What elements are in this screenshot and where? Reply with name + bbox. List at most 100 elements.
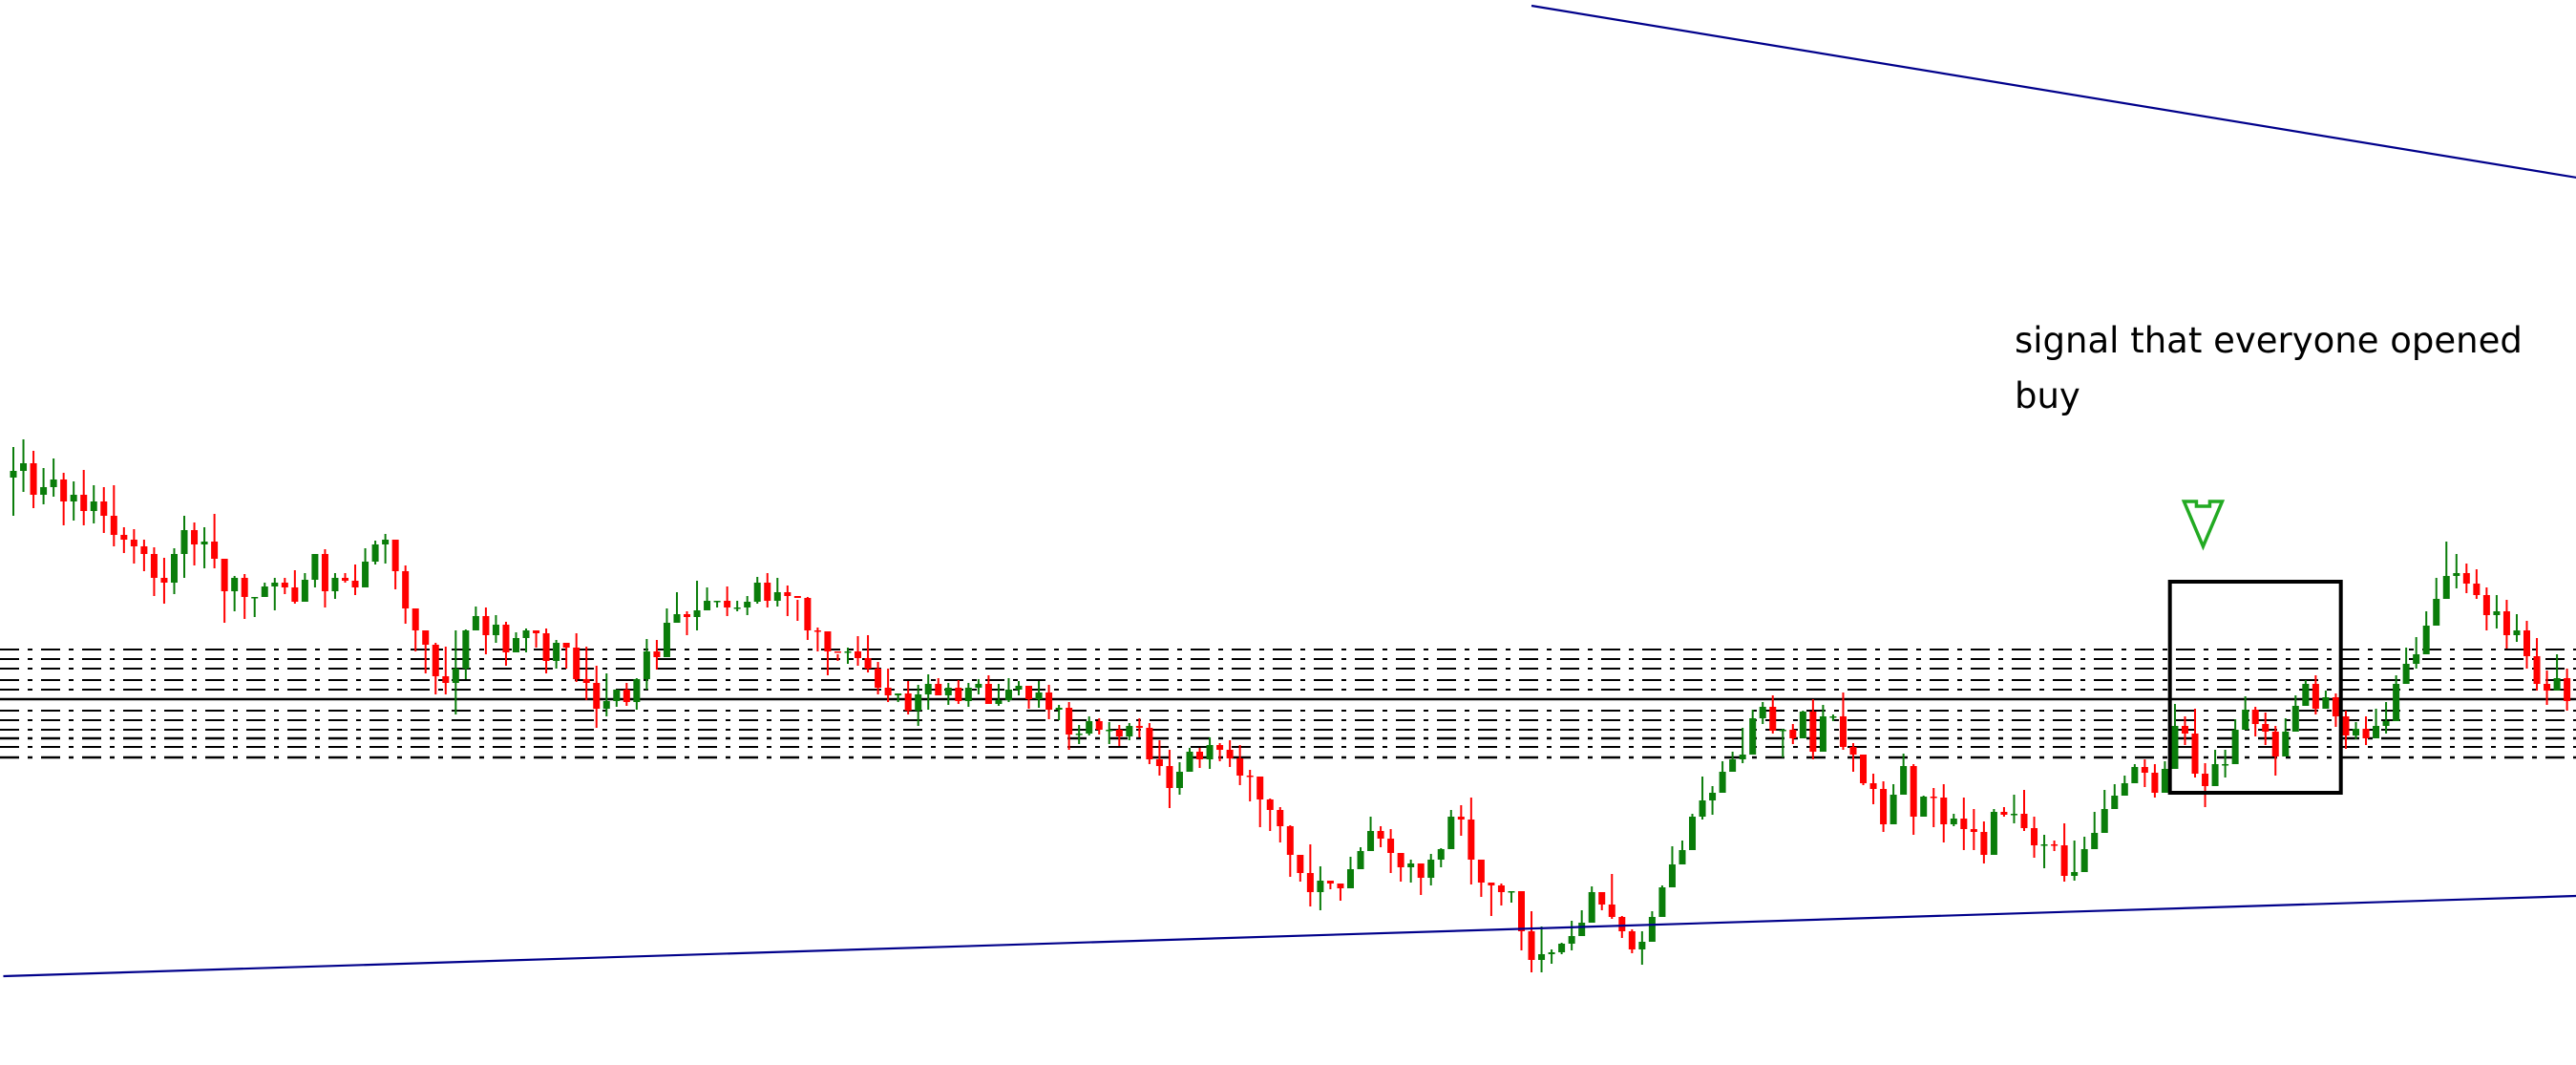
candle-body	[211, 542, 219, 559]
candle-body	[2181, 726, 2188, 734]
candle-body	[1015, 686, 1023, 690]
candle-body	[2332, 697, 2339, 716]
candle-body	[2271, 732, 2279, 756]
candle-body	[2352, 729, 2359, 735]
candle-body	[391, 540, 399, 571]
candle-180	[1819, 705, 1826, 752]
candle-223	[2251, 707, 2259, 736]
candle-141	[1427, 854, 1435, 885]
candle-body	[1528, 931, 1535, 960]
candle-body	[884, 688, 892, 695]
candle-240	[2422, 611, 2430, 654]
candle-body	[684, 614, 691, 617]
candle-245	[2473, 569, 2481, 599]
candle-body	[2031, 828, 2038, 845]
candle-body	[1377, 831, 1384, 839]
candle-body	[1437, 849, 1445, 860]
candle-43	[442, 647, 450, 694]
candle-body	[944, 688, 952, 695]
candle-body	[70, 495, 77, 501]
candle-body	[2402, 664, 2410, 684]
candle-62	[633, 678, 641, 710]
candle-128	[1297, 855, 1304, 882]
candle-42	[432, 643, 439, 694]
candle-129	[1306, 844, 1314, 906]
candle-body	[673, 614, 681, 623]
candle-body	[2513, 630, 2521, 635]
candle-252	[2544, 671, 2551, 705]
candle-189	[1910, 764, 1917, 835]
candle-136	[1377, 826, 1384, 847]
candle-92	[935, 678, 942, 695]
candle-body	[462, 630, 470, 669]
candle-69	[704, 587, 711, 610]
candle-100	[1015, 681, 1023, 695]
candle-body	[180, 530, 188, 554]
candle-145	[1467, 798, 1475, 884]
candle-154	[1558, 943, 1566, 954]
candle-54	[553, 640, 560, 669]
candle-body	[2462, 573, 2470, 584]
candle-171	[1729, 752, 1737, 772]
candle-body	[1086, 721, 1093, 734]
candle-body	[1045, 692, 1053, 710]
candle-179	[1809, 699, 1817, 759]
candle-body	[341, 578, 348, 581]
candle-35	[362, 548, 370, 587]
candle-8	[90, 485, 97, 523]
candle-body	[311, 554, 319, 580]
candle-170	[1719, 761, 1726, 793]
candle-body	[2151, 773, 2159, 793]
candle-96	[975, 679, 982, 694]
candle-body	[371, 544, 379, 562]
candle-body	[875, 669, 882, 688]
candle-85	[864, 635, 872, 672]
candle-body	[492, 625, 499, 635]
candle-body	[1186, 752, 1193, 772]
candle-body	[291, 587, 299, 602]
candle-206	[2080, 837, 2088, 872]
candle-201	[2031, 817, 2038, 858]
candle-84	[855, 636, 862, 666]
candle-body	[2442, 576, 2450, 599]
candle-body	[1598, 892, 1606, 905]
candle-50	[513, 632, 519, 652]
candle-178	[1799, 711, 1806, 738]
candle-151	[1528, 911, 1535, 972]
candle-200	[2020, 790, 2028, 831]
candle-body	[251, 597, 259, 599]
candle-body	[1106, 730, 1113, 732]
candle-211	[2131, 764, 2139, 783]
candle-body	[1256, 777, 1264, 799]
candle-body	[2373, 726, 2380, 738]
candle-11	[120, 527, 128, 553]
candle-159	[1608, 874, 1615, 919]
candle-body	[271, 583, 279, 586]
signal-highlight-box	[2167, 580, 2343, 795]
candle-body	[412, 608, 419, 630]
candle-38	[391, 540, 399, 589]
candle-body	[744, 602, 751, 607]
resistance-trendline	[1531, 4, 2576, 179]
candle-102	[1035, 681, 1043, 708]
candle-body	[1095, 721, 1103, 730]
candle-199	[2010, 795, 2017, 823]
candle-body	[201, 542, 208, 544]
candle-118	[1196, 748, 1204, 768]
candle-body	[2040, 844, 2048, 846]
candle-234	[2362, 716, 2370, 745]
candle-72	[733, 601, 741, 611]
candle-107	[1086, 716, 1093, 735]
candle-body	[1950, 819, 1957, 824]
candle-body	[713, 601, 721, 603]
candle-body	[1427, 860, 1435, 878]
candle-body	[261, 586, 268, 597]
candle-body	[643, 651, 650, 679]
candle-137	[1387, 829, 1395, 873]
candle-body	[2422, 626, 2430, 654]
candle-44	[452, 630, 459, 714]
candle-body	[663, 623, 670, 657]
candle-body	[542, 633, 550, 661]
candle-body	[2121, 783, 2128, 796]
candle-75	[764, 573, 771, 607]
